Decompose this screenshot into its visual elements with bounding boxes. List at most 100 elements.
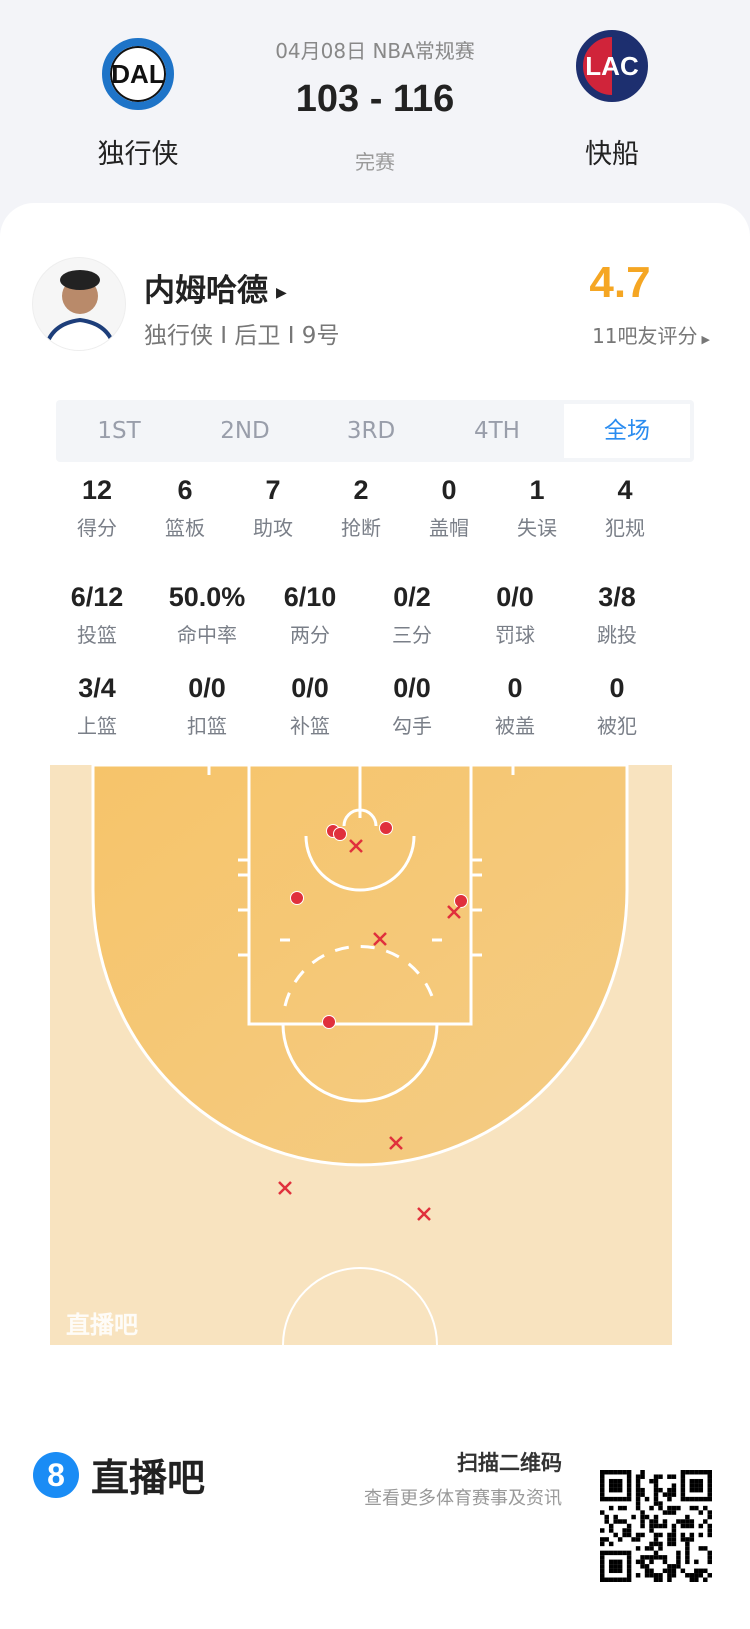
stat-value: 3/8 [598, 582, 636, 612]
player-rating: 4.7 [589, 258, 651, 307]
three-point-area [91, 765, 629, 1167]
stat-盖帽: 0 盖帽 [394, 475, 504, 541]
stat-label: 被盖 [495, 714, 535, 738]
stat-value: 6/12 [70, 582, 124, 612]
qr-title: 扫描二维码 [457, 1451, 562, 1475]
away-team[interactable]: LAC 快船 [532, 30, 692, 171]
player-name-link[interactable]: 内姆哈德 ▶ [144, 265, 287, 310]
shot-made [379, 821, 393, 835]
stat-value: 1 [529, 475, 545, 505]
stat-value: 0/2 [393, 582, 431, 612]
brand-logo: 8 直播吧 [33, 1447, 205, 1502]
stat-value: 50.0% [168, 582, 246, 612]
stat-抢断: 2 抢断 [306, 475, 416, 541]
shot-missed [349, 839, 363, 853]
tab-4th[interactable]: 4TH [474, 418, 520, 444]
stat-value: 7 [265, 475, 281, 505]
tab-3rd[interactable]: 3RD [346, 418, 396, 444]
stat-被盖: 0 被盖 [460, 673, 570, 739]
stat-label: 篮板 [165, 516, 205, 540]
shot-made [333, 827, 347, 841]
shot-markers [278, 821, 468, 1221]
away-team-name: 快船 [585, 139, 639, 170]
rating-label: 11吧友评分 [592, 324, 698, 348]
shot-made [454, 894, 468, 908]
dal-logo: DAL [102, 38, 174, 110]
stat-得分: 12 得分 [42, 475, 152, 541]
stat-value: 12 [81, 475, 113, 505]
lac-logo: LAC [576, 30, 648, 102]
watermark: 直播吧 [66, 1311, 138, 1339]
shot-missed [278, 1181, 292, 1195]
stat-三分: 0/2 三分 [357, 582, 467, 648]
home-team-name: 独行侠 [97, 139, 179, 170]
stat-篮板: 6 篮板 [130, 475, 240, 541]
qr-subtitle: 查看更多体育赛事及资讯 [364, 1488, 562, 1509]
stat-label: 勾手 [392, 714, 432, 738]
shot-chart: 直播吧 [50, 765, 672, 1345]
stat-label: 命中率 [177, 623, 237, 647]
home-team[interactable]: DAL 独行侠 [58, 30, 218, 171]
stat-label: 罚球 [495, 623, 535, 647]
shot-made [322, 1015, 336, 1029]
player-info: 独行侠 I 后卫 I 9号 [144, 323, 340, 349]
caret-right-icon: ▶ [276, 284, 287, 301]
stat-label: 犯规 [605, 516, 645, 540]
stat-value: 3/4 [78, 673, 116, 703]
caret-right-icon: ▶ [701, 333, 710, 346]
stat-label: 两分 [290, 623, 330, 647]
stat-失误: 1 失误 [482, 475, 592, 541]
qr-code[interactable] [600, 1470, 712, 1582]
stat-value: 0/0 [188, 673, 226, 703]
stat-value: 4 [617, 475, 633, 505]
stat-label: 扣篮 [187, 714, 227, 738]
stat-value: 2 [353, 475, 369, 505]
player-photo-icon [43, 270, 117, 350]
court-lines [207, 765, 515, 1345]
stat-label: 跳投 [597, 623, 637, 647]
shot-missed [447, 905, 461, 919]
stat-label: 盖帽 [429, 516, 469, 540]
brand-name: 直播吧 [91, 1456, 206, 1500]
stat-value: 6 [177, 475, 193, 505]
stat-label: 三分 [392, 623, 432, 647]
shot-missed [389, 1136, 403, 1150]
stat-投篮: 6/12 投篮 [42, 582, 152, 648]
game-date-league: 04月08日 NBA常规赛 [275, 39, 475, 63]
period-tabs: 1ST 2ND 3RD 4TH 全场 [56, 400, 694, 462]
tab-full-game[interactable]: 全场 [564, 404, 690, 458]
stat-label: 投篮 [77, 623, 117, 647]
rating-link[interactable]: 11吧友评分 ▶ [540, 320, 710, 349]
stat-犯规: 4 犯规 [570, 475, 680, 541]
player-avatar[interactable] [32, 257, 126, 351]
stat-value: 0 [507, 673, 523, 703]
stat-value: 0/0 [393, 673, 431, 703]
tab-1st[interactable]: 1ST [97, 418, 141, 444]
stat-label: 被犯 [597, 714, 637, 738]
stat-勾手: 0/0 勾手 [357, 673, 467, 739]
stat-两分: 6/10 两分 [255, 582, 365, 648]
game-score: 103 - 116 [295, 78, 455, 120]
shot-missed [417, 1207, 431, 1221]
stat-label: 抢断 [341, 516, 381, 540]
stat-助攻: 7 助攻 [218, 475, 328, 541]
shot-missed [373, 932, 387, 946]
stat-label: 上篮 [77, 714, 117, 738]
stat-value: 0/0 [291, 673, 329, 703]
stat-value: 6/10 [283, 582, 337, 612]
stat-罚球: 0/0 罚球 [460, 582, 570, 648]
shot-made [290, 891, 304, 905]
stat-label: 得分 [77, 516, 117, 540]
stat-label: 失误 [517, 516, 557, 540]
game-status: 完赛 [355, 150, 395, 174]
stat-label: 补篮 [290, 714, 330, 738]
player-name: 内姆哈德 [144, 273, 268, 309]
stat-label: 助攻 [253, 516, 293, 540]
stat-补篮: 0/0 补篮 [255, 673, 365, 739]
brand-mark-icon: 8 [33, 1451, 79, 1498]
stat-被犯: 0 被犯 [562, 673, 672, 739]
tab-2nd[interactable]: 2ND [220, 418, 270, 444]
stat-value: 0 [609, 673, 625, 703]
stat-扣篮: 0/0 扣篮 [152, 673, 262, 739]
stat-命中率: 50.0% 命中率 [152, 582, 262, 648]
